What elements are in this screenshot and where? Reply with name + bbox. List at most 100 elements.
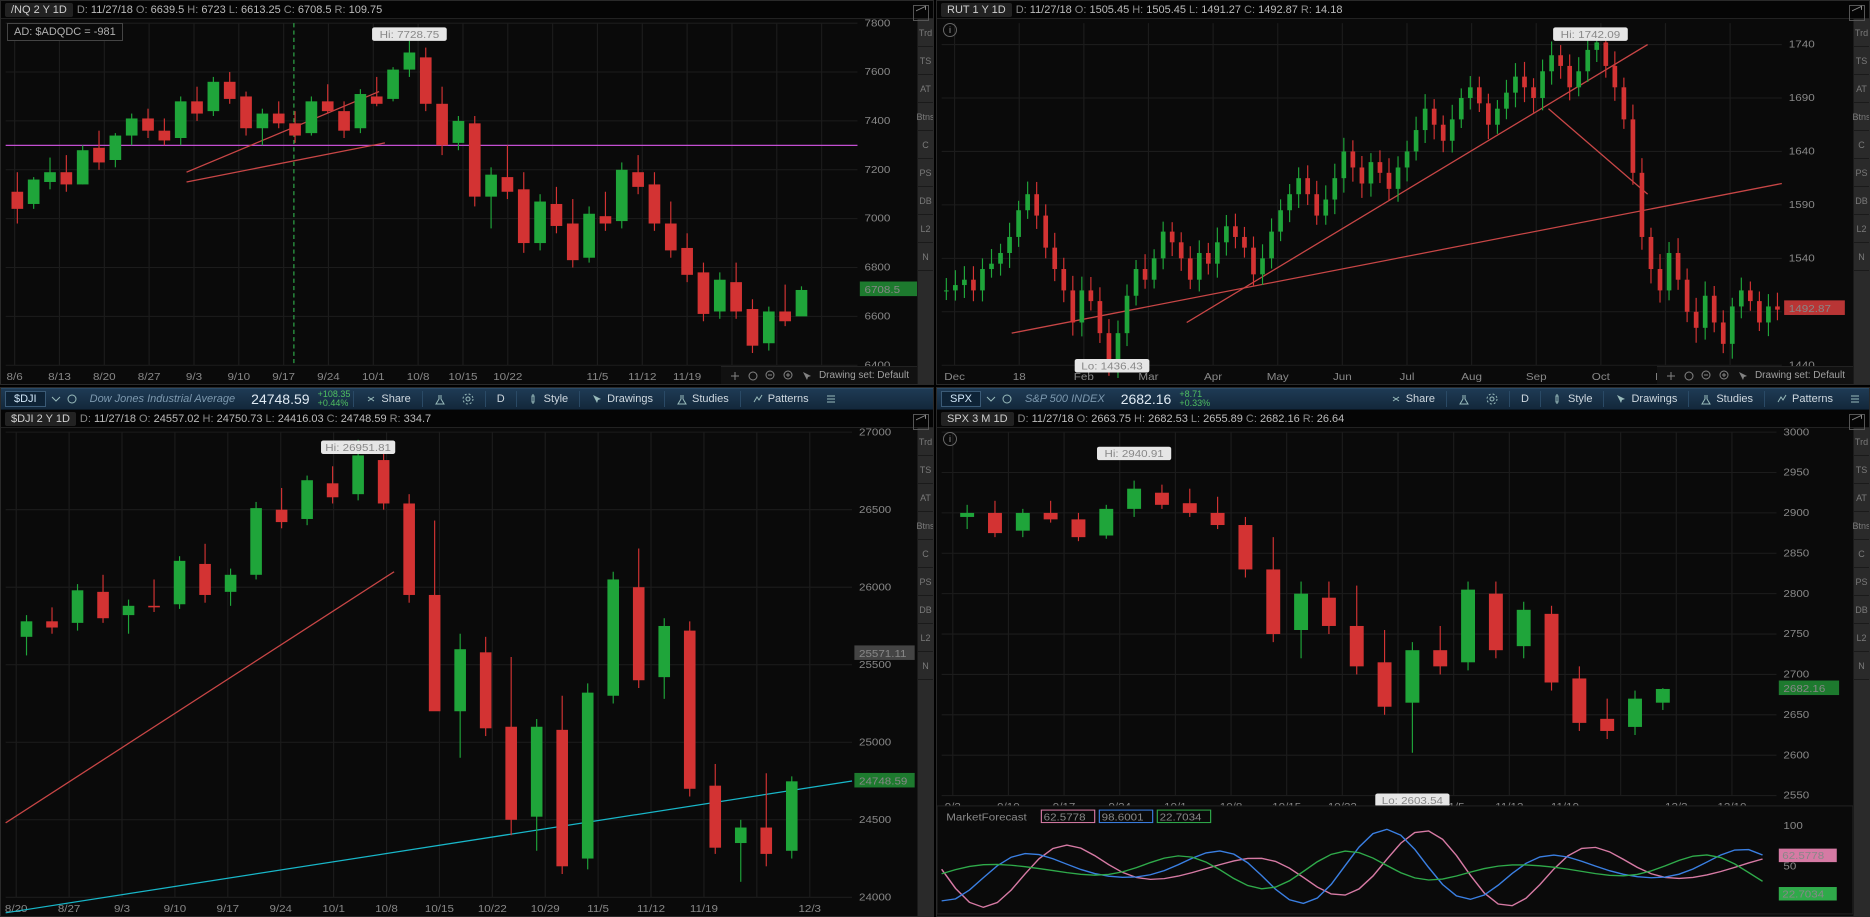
svg-text:11/19: 11/19	[673, 371, 701, 382]
right-tab-n[interactable]: N	[918, 652, 933, 680]
right-tab-trd[interactable]: Trd	[918, 428, 933, 456]
right-tab-l2[interactable]: L2	[918, 624, 933, 652]
interval-button[interactable]: D	[489, 391, 513, 407]
right-tab-ps[interactable]: PS	[1854, 568, 1869, 596]
patterns-button[interactable]: Patterns	[1768, 391, 1841, 407]
expand-icon[interactable]	[1849, 414, 1865, 430]
svg-text:2800: 2800	[1783, 588, 1809, 599]
right-tab-at[interactable]: AT	[918, 75, 933, 103]
symbol-badge[interactable]: SPX 3 M 1D	[941, 412, 1014, 426]
dropdown-icon[interactable]	[985, 393, 997, 405]
expand-icon[interactable]	[1849, 5, 1865, 21]
symbol-badge[interactable]: $DJI 2 Y 1D	[5, 412, 76, 426]
right-tab-trd[interactable]: Trd	[918, 19, 933, 47]
chart-mini-toolbar[interactable]: Drawing set: Default	[1657, 366, 1853, 384]
right-tab-c[interactable]: C	[918, 540, 933, 568]
right-tab-n[interactable]: N	[918, 243, 933, 271]
right-tab-ps[interactable]: PS	[918, 568, 933, 596]
studies-button[interactable]: Studies	[1692, 391, 1761, 407]
flask-button[interactable]	[1450, 391, 1478, 407]
zoom-out-icon[interactable]	[1701, 370, 1713, 382]
zoom-out-icon[interactable]	[765, 370, 777, 382]
right-tab-db[interactable]: DB	[918, 596, 933, 624]
chart-spx[interactable]: 2550260026502700275028002850290029503000…	[937, 428, 1869, 916]
info-icon[interactable]: i	[943, 23, 957, 37]
right-tab-btns[interactable]: Btns	[918, 512, 933, 540]
right-tab-c[interactable]: C	[1854, 131, 1869, 159]
right-tab-ts[interactable]: TS	[918, 456, 933, 484]
right-tab-db[interactable]: DB	[918, 187, 933, 215]
crosshair-icon[interactable]	[1683, 370, 1695, 382]
right-tab-l2[interactable]: L2	[918, 215, 933, 243]
right-tab-l2[interactable]: L2	[1854, 624, 1869, 652]
link-icon[interactable]	[1001, 393, 1013, 405]
ohlc-o: 2663.75	[1091, 413, 1131, 425]
chart-mini-toolbar[interactable]: Drawing set: Default	[721, 366, 917, 384]
right-tab-ts[interactable]: TS	[1854, 47, 1869, 75]
studies-button[interactable]: Studies	[668, 391, 737, 407]
share-button[interactable]: Share	[1382, 391, 1443, 407]
drawing-set-label[interactable]: Drawing set: Default	[819, 370, 909, 381]
flask-button[interactable]	[426, 391, 454, 407]
right-tab-db[interactable]: DB	[1854, 187, 1869, 215]
right-tabstrip[interactable]: TrdTSATBtnsCPSDBL2N	[917, 19, 933, 384]
chart-dji[interactable]: 240002450025000255002600026500270008/208…	[1, 428, 933, 916]
right-tab-trd[interactable]: Trd	[1854, 428, 1869, 456]
right-tab-ts[interactable]: TS	[1854, 456, 1869, 484]
right-tab-at[interactable]: AT	[918, 484, 933, 512]
svg-text:11/19: 11/19	[690, 903, 718, 914]
menu-button[interactable]	[1841, 391, 1869, 407]
right-tab-btns[interactable]: Btns	[1854, 512, 1869, 540]
right-tab-btns[interactable]: Btns	[1854, 103, 1869, 131]
right-tab-ps[interactable]: PS	[1854, 159, 1869, 187]
crosshair-icon[interactable]	[747, 370, 759, 382]
pointer-icon[interactable]	[1737, 370, 1749, 382]
zoom-in-icon[interactable]	[1719, 370, 1731, 382]
expand-icon[interactable]	[913, 414, 929, 430]
share-button[interactable]: Share	[357, 391, 418, 407]
right-tab-trd[interactable]: Trd	[1854, 19, 1869, 47]
style-button[interactable]: Style	[520, 391, 576, 407]
right-tab-db[interactable]: DB	[1854, 596, 1869, 624]
right-tab-c[interactable]: C	[1854, 540, 1869, 568]
chart-rut[interactable]: 1440149015401590164016901740Dec18FebMarA…	[937, 19, 1869, 384]
symbol-input[interactable]: $DJI	[5, 391, 46, 407]
chart-nq[interactable]: 640066006800700072007400760078008/68/138…	[1, 19, 933, 384]
svg-text:Jun: Jun	[1333, 371, 1352, 382]
zoom-in-icon[interactable]	[783, 370, 795, 382]
pointer-icon[interactable]	[801, 370, 813, 382]
symbol-badge[interactable]: RUT 1 Y 1D	[941, 3, 1012, 17]
patterns-button[interactable]: Patterns	[744, 391, 817, 407]
style-button[interactable]: Style	[1544, 391, 1600, 407]
right-tab-ts[interactable]: TS	[918, 47, 933, 75]
pan-icon[interactable]	[729, 370, 741, 382]
drawings-button[interactable]: Drawings	[583, 391, 661, 407]
right-tab-at[interactable]: AT	[1854, 484, 1869, 512]
right-tabstrip[interactable]: TrdTSATBtnsCPSDBL2N	[1853, 19, 1869, 384]
expand-icon[interactable]	[913, 5, 929, 21]
right-tab-l2[interactable]: L2	[1854, 215, 1869, 243]
right-tab-at[interactable]: AT	[1854, 75, 1869, 103]
gear-button[interactable]	[454, 391, 482, 407]
ohlc-o: 24557.02	[154, 413, 200, 425]
drawing-set-label[interactable]: Drawing set: Default	[1755, 370, 1845, 381]
dropdown-icon[interactable]	[50, 393, 62, 405]
link-icon[interactable]	[66, 393, 78, 405]
drawings-button[interactable]: Drawings	[1607, 391, 1685, 407]
info-icon[interactable]: i	[943, 432, 957, 446]
right-tab-c[interactable]: C	[918, 131, 933, 159]
ohlc-d: 11/27/18	[1030, 4, 1072, 16]
right-tabstrip[interactable]: TrdTSATBtnsCPSDBL2N	[1853, 428, 1869, 916]
right-tab-n[interactable]: N	[1854, 652, 1869, 680]
right-tab-ps[interactable]: PS	[918, 159, 933, 187]
symbol-badge[interactable]: /NQ 2 Y 1D	[5, 3, 73, 17]
menu-button[interactable]	[817, 391, 845, 407]
symbol-input[interactable]: SPX	[941, 391, 981, 407]
pan-icon[interactable]	[1665, 370, 1677, 382]
right-tab-btns[interactable]: Btns	[918, 103, 933, 131]
right-tabstrip[interactable]: TrdTSATBtnsCPSDBL2N	[917, 428, 933, 916]
right-tab-n[interactable]: N	[1854, 243, 1869, 271]
interval-button[interactable]: D	[1513, 391, 1537, 407]
gear-button[interactable]	[1478, 391, 1506, 407]
svg-text:2550: 2550	[1783, 790, 1809, 801]
